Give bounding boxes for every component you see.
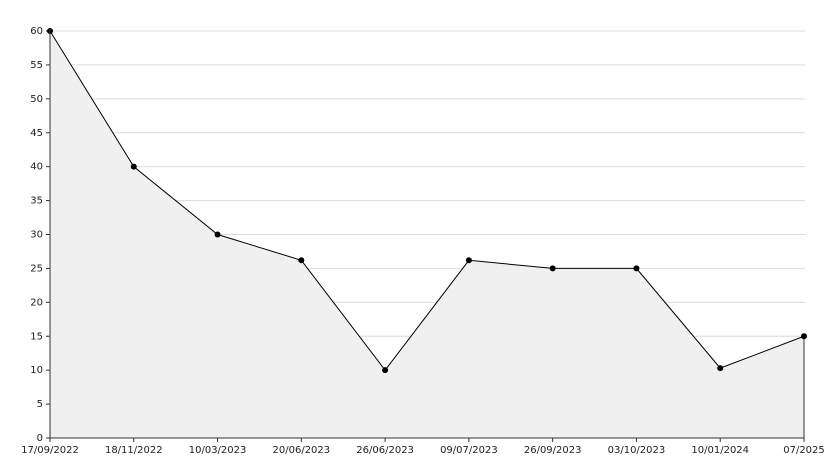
- area-fill: [50, 31, 804, 438]
- x-tick-label: 10/03/2023: [189, 445, 247, 456]
- y-tick-label: 55: [30, 60, 43, 71]
- y-tick-label: 45: [30, 128, 43, 139]
- marker: [549, 265, 556, 272]
- y-tick-label: 40: [30, 162, 43, 173]
- y-tick-label: 60: [30, 26, 43, 37]
- y-tick-label: 15: [30, 331, 43, 342]
- y-tick-label: 20: [30, 297, 43, 308]
- y-tick-label: 5: [37, 399, 43, 410]
- y-tick-label: 30: [30, 230, 43, 241]
- marker: [130, 163, 137, 170]
- line: [49, 30, 805, 371]
- x-tick-label: 17/09/2022: [21, 445, 79, 456]
- x-tick-label: 09/07/2023: [440, 445, 498, 456]
- y-tick-label: 25: [30, 263, 43, 274]
- marker: [633, 265, 640, 272]
- x-tick-label: 26/06/2023: [356, 445, 414, 456]
- x-tick-label: 03/10/2023: [608, 445, 666, 456]
- marker: [298, 257, 305, 264]
- y-tick-label: 50: [30, 94, 43, 105]
- y-tick-label: 35: [30, 196, 43, 207]
- y-tick-label: 10: [30, 365, 43, 376]
- marker: [214, 231, 221, 238]
- y-tick-label: 0: [37, 433, 43, 444]
- x-tick-label: 18/11/2022: [105, 445, 163, 456]
- x-tick-label: 26/09/2023: [524, 445, 582, 456]
- x-tick-label: 10/01/2024: [691, 445, 749, 456]
- marker: [717, 365, 724, 372]
- x-tick-label: 07/2025: [783, 445, 825, 456]
- marker: [465, 257, 472, 264]
- marker: [801, 333, 807, 340]
- x-tick-label: 20/06/2023: [273, 445, 331, 456]
- marker: [382, 367, 389, 374]
